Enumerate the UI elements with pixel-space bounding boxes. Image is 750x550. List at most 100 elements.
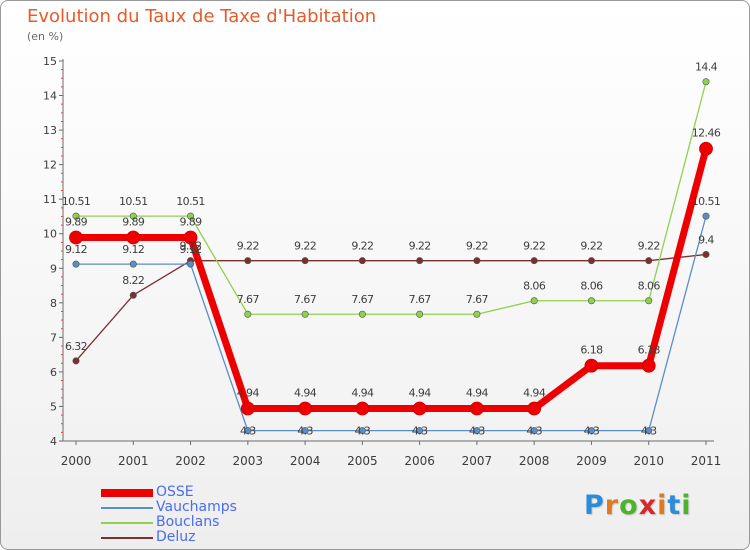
logo-letter: t [667,490,682,521]
data-label-osse: 4.94 [351,387,374,400]
data-label-bouclans: 10.51 [176,195,205,208]
x-tick-label: 2009 [576,454,607,468]
data-label-deluz: 9.22 [580,240,602,253]
x-tick-label: 2005 [347,454,378,468]
data-point-osse [183,230,198,245]
data-label-deluz: 8.22 [122,274,144,287]
data-point-osse [298,401,312,416]
data-label-vauchamps: 9.12 [179,243,201,256]
legend-label: Vauchamps [156,499,237,515]
legend-label: Bouclans [156,514,220,530]
data-point-vauchamps [244,427,252,435]
data-label-deluz: 9.22 [351,240,373,253]
data-point-osse [699,141,713,156]
data-point-osse [527,401,542,416]
data-label-vauchamps: 10.51 [692,195,721,208]
x-tick-label: 2007 [462,454,493,468]
data-label-osse: 4.94 [523,387,546,400]
data-label-bouclans: 7.67 [466,293,489,306]
logo-letter: r [604,490,620,521]
data-point-bouclans [473,310,481,318]
y-tick-label: 15 [43,55,57,68]
legend-label: Deluz [156,529,196,545]
x-tick-label: 2001 [118,454,149,468]
legend-item-osse: OSSE [101,485,301,500]
y-tick-label: 14 [43,90,57,103]
data-label-bouclans: 7.67 [237,293,260,306]
series-line-osse [72,145,710,413]
legend-swatch [101,489,153,497]
legend-label: OSSE [156,484,194,500]
data-label-vauchamps: 4.3 [584,425,600,438]
data-label-vauchamps: 4.3 [641,425,657,438]
data-label-vauchamps: 4.3 [240,425,256,438]
data-label-osse: 4.94 [237,387,260,400]
data-label-deluz: 6.32 [65,340,87,353]
data-label-osse: 4.94 [294,387,317,400]
data-point-osse [355,401,370,416]
data-point-vauchamps [702,212,710,220]
x-tick-label: 2004 [290,454,321,468]
series-lines [72,81,710,432]
data-point-deluz [645,257,653,265]
data-label-bouclans: 10.51 [119,195,148,208]
data-point-deluz [702,250,710,258]
y-tick-label: 7 [50,331,57,344]
data-point-bouclans [416,310,424,318]
data-point-vauchamps [645,427,653,435]
data-point-bouclans [702,78,710,86]
x-tick-label: 2011 [691,454,722,468]
y-tick-label: 11 [43,193,57,206]
series-line-bouclans [75,81,707,315]
data-label-osse: 9.89 [122,216,145,229]
data-label-osse: 9.89 [179,216,202,229]
data-point-bouclans [244,310,252,318]
legend-item-deluz: Deluz [101,530,301,545]
data-label-bouclans: 10.51 [62,195,91,208]
data-label-osse: 4.94 [409,387,432,400]
legend-item-vauchamps: Vauchamps [101,500,301,515]
data-label-osse: 12.46 [692,127,721,140]
logo-letter: i [657,490,668,521]
series-line-deluz [75,253,707,362]
x-tick-label: 2006 [404,454,435,468]
data-point-vauchamps [187,260,195,268]
y-tick-label: 9 [50,262,57,275]
logo-letter: x [638,490,658,521]
series-points [69,78,713,435]
data-point-deluz [473,257,481,265]
data-label-deluz: 9.22 [523,240,545,253]
data-point-vauchamps [473,427,481,435]
data-label-vauchamps: 9.12 [65,243,87,256]
data-point-deluz [587,257,595,265]
data-label-bouclans: 8.06 [638,280,661,293]
x-tick-label: 2002 [175,454,206,468]
y-tick-label: 10 [43,228,57,241]
series-line-vauchamps [75,215,707,432]
data-label-bouclans: 7.67 [351,293,374,306]
data-point-osse [126,230,141,245]
data-point-deluz [416,257,424,265]
data-point-vauchamps [530,427,538,435]
chart-legend: OSSE Vauchamps Bouclans Deluz [101,485,301,545]
legend-swatch [101,522,153,524]
data-point-bouclans [530,297,538,305]
data-point-osse [584,358,599,373]
data-point-osse [69,230,83,245]
data-label-osse: 9.89 [65,216,88,229]
data-point-vauchamps [358,427,366,435]
data-label-bouclans: 8.06 [580,280,603,293]
data-point-bouclans [358,310,366,318]
data-point-bouclans [129,212,137,220]
data-point-vauchamps [72,260,80,268]
data-label-vauchamps: 4.3 [355,425,371,438]
data-label-deluz: 9.22 [294,240,316,253]
data-labels: 9.89 9.89 9.89 4.94 4.94 4.94 4.94 4.94 4.94 6.18… [62,61,722,438]
data-label-osse: 6.18 [638,344,661,357]
data-point-osse [641,358,656,373]
data-point-bouclans [72,212,80,220]
y-tick-label: 12 [43,159,57,172]
logo-letter: P [584,490,605,521]
